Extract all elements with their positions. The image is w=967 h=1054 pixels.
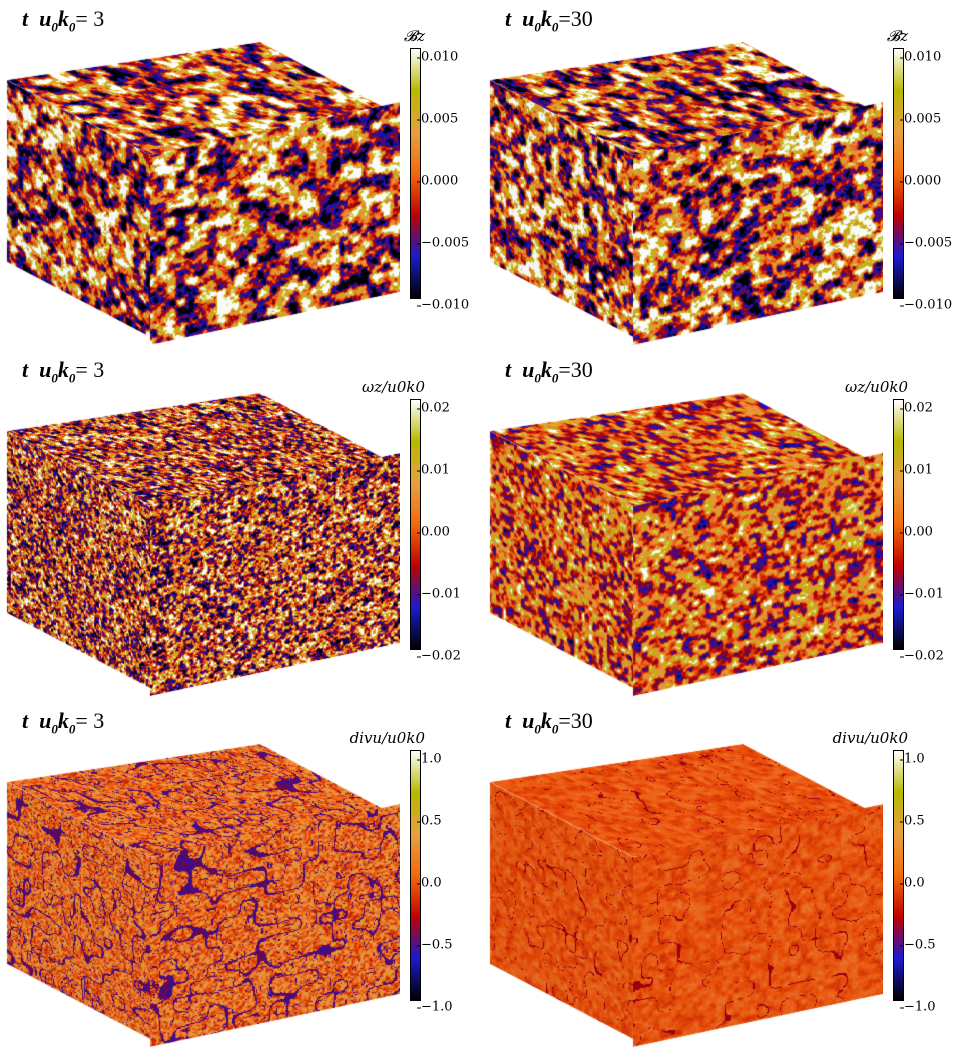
- colorbar-tick-label: 0.5: [417, 813, 442, 829]
- colorbar-tick-label: −0.010: [899, 297, 953, 313]
- colorbar-title: divu/u0k0: [349, 729, 425, 747]
- colorbar: [410, 48, 421, 299]
- colorbar-title: 𝓑z: [403, 27, 425, 45]
- colorbar-tick-label: −0.01: [417, 586, 461, 602]
- cube-visualization: [483, 0, 883, 351]
- cube-visualization: [0, 0, 400, 351]
- colorbar-tick-label: 0.01: [900, 462, 933, 478]
- colorbar-tick-label: −1.0: [417, 999, 453, 1015]
- colorbar-tick-label: −0.005: [416, 235, 470, 251]
- colorbar: [893, 48, 904, 299]
- colorbar-tick-label: −0.02: [900, 648, 944, 664]
- colorbar-title: ωz/u0k0: [361, 378, 425, 396]
- colorbar: [893, 399, 904, 650]
- colorbar-tick-label: −0.005: [899, 235, 953, 251]
- colorbar-tick-label: 0.00: [417, 524, 450, 540]
- colorbar-tick-label: 0.0: [900, 875, 925, 891]
- colorbar-title: ωz/u0k0: [844, 378, 908, 396]
- colorbar-tick-label: 0.010: [899, 49, 942, 65]
- colorbar-tick-label: 0.000: [416, 173, 459, 189]
- colorbar: [893, 750, 904, 1001]
- cube-visualization: [0, 351, 400, 702]
- colorbar-tick-label: −0.01: [900, 586, 944, 602]
- colorbar-tick-label: −0.010: [416, 297, 470, 313]
- colorbar-tick-label: 0.000: [899, 173, 942, 189]
- colorbar-tick-label: −0.02: [417, 648, 461, 664]
- colorbar-tick-label: 0.00: [900, 524, 933, 540]
- colorbar-tick-label: 0.005: [899, 111, 942, 127]
- colorbar-tick-label: −0.5: [900, 937, 936, 953]
- colorbar-title: divu/u0k0: [832, 729, 908, 747]
- colorbar-tick-label: 1.0: [900, 751, 925, 767]
- colorbar: [410, 399, 421, 650]
- cube-visualization: [483, 702, 883, 1053]
- colorbar-tick-label: 0.010: [416, 49, 459, 65]
- colorbar-tick-label: 0.02: [900, 400, 933, 416]
- colorbar-tick-label: −0.5: [417, 937, 453, 953]
- colorbar-tick-label: 0.5: [900, 813, 925, 829]
- cube-visualization: [0, 702, 400, 1053]
- colorbar-tick-label: 1.0: [417, 751, 442, 767]
- colorbar-tick-label: 0.005: [416, 111, 459, 127]
- colorbar-tick-label: −1.0: [900, 999, 936, 1015]
- colorbar-title: 𝓑z: [886, 27, 908, 45]
- colorbar: [410, 750, 421, 1001]
- colorbar-tick-label: 0.0: [417, 875, 442, 891]
- colorbar-tick-label: 0.02: [417, 400, 450, 416]
- colorbar-tick-label: 0.01: [417, 462, 450, 478]
- cube-visualization: [483, 351, 883, 702]
